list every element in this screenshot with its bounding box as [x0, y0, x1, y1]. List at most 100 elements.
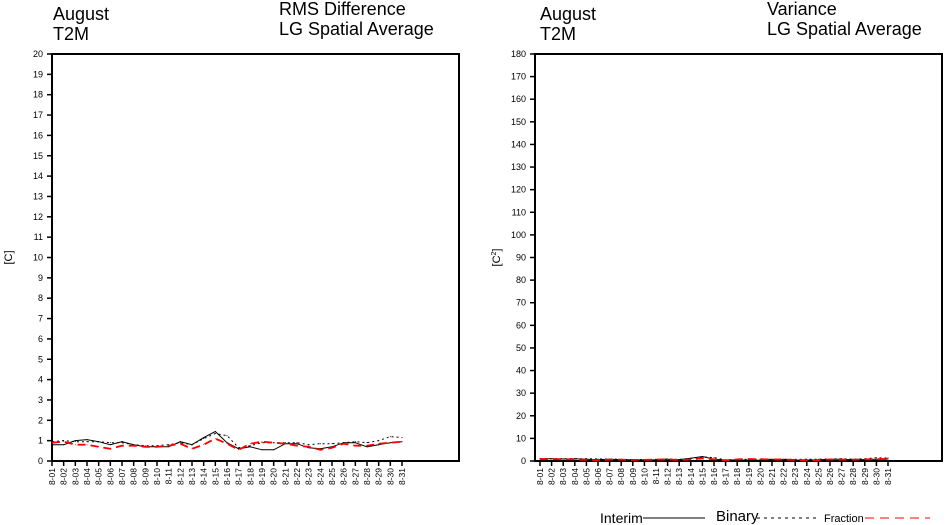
data-point-fraction — [701, 457, 703, 459]
x-tick-label: 8-17 — [721, 468, 731, 485]
data-point-interim — [249, 446, 251, 448]
y-tick-label: 150 — [511, 117, 526, 127]
data-point-fraction — [366, 445, 368, 447]
data-point-fraction — [667, 458, 669, 460]
x-tick-label: 8-10 — [152, 468, 162, 485]
title-left-line: August — [540, 4, 596, 24]
x-tick-label: 8-16 — [709, 468, 719, 485]
data-point-fraction — [98, 446, 100, 448]
x-tick-label: 8-30 — [871, 468, 881, 485]
data-point-fraction — [179, 443, 181, 445]
data-point-fraction — [203, 444, 205, 446]
data-point-interim — [51, 444, 53, 446]
data-point-binary — [238, 447, 240, 449]
x-tick-label: 8-02 — [547, 468, 557, 485]
data-point-binary — [887, 457, 889, 459]
data-point-fraction — [817, 459, 819, 461]
data-point-fraction — [736, 458, 738, 460]
data-point-binary — [179, 442, 181, 444]
x-tick-label: 8-06 — [593, 468, 603, 485]
legend-interim-label: Interim — [600, 510, 643, 525]
x-tick-label: 8-22 — [292, 468, 302, 485]
data-point-binary — [366, 442, 368, 444]
data-point-binary — [713, 457, 715, 459]
y-tick-label: 15 — [33, 151, 43, 161]
x-tick-label: 8-17 — [234, 468, 244, 485]
data-point-fraction — [214, 438, 216, 440]
data-point-interim — [86, 439, 88, 441]
x-tick-label: 8-23 — [790, 468, 800, 485]
data-point-fraction — [597, 459, 599, 461]
plot-frame — [534, 53, 943, 462]
data-point-interim — [238, 448, 240, 450]
data-point-interim — [214, 430, 216, 432]
data-point-fraction — [690, 458, 692, 460]
data-point-fraction — [771, 458, 773, 460]
data-point-binary — [389, 436, 391, 438]
y-tick-label: 19 — [33, 69, 43, 79]
data-point-binary — [226, 435, 228, 437]
x-tick-label: 8-07 — [605, 468, 615, 485]
x-tick-label: 8-01 — [47, 468, 57, 485]
x-tick-label: 8-03 — [70, 468, 80, 485]
x-tick-label: 8-11 — [164, 468, 174, 485]
data-point-binary — [331, 443, 333, 445]
title-right-line: RMS Difference — [279, 0, 406, 19]
data-point-interim — [203, 437, 205, 439]
x-tick-label: 8-12 — [175, 468, 185, 485]
data-point-binary — [701, 456, 703, 458]
y-tick-label: 14 — [33, 171, 43, 181]
x-tick-label: 8-09 — [628, 468, 638, 485]
data-point-interim — [226, 442, 228, 444]
title-left-line: T2M — [540, 24, 576, 44]
y-tick-label: 9 — [38, 273, 43, 283]
data-point-fraction — [829, 458, 831, 460]
x-tick-label: 8-23 — [304, 468, 314, 485]
data-point-binary — [63, 440, 65, 442]
x-tick-label: 8-01 — [535, 468, 545, 485]
x-tick-label: 8-29 — [860, 468, 870, 485]
data-point-fraction — [725, 459, 727, 461]
x-tick-label: 8-24 — [802, 468, 812, 485]
x-tick-label: 8-05 — [94, 468, 104, 485]
data-point-fraction — [378, 443, 380, 445]
x-tick-label: 8-08 — [129, 468, 139, 485]
data-point-fraction — [144, 446, 146, 448]
x-tick-label: 8-25 — [813, 468, 823, 485]
y-tick-label: 110 — [512, 207, 526, 217]
x-tick-label: 8-30 — [385, 468, 395, 485]
data-point-interim — [109, 444, 111, 446]
x-tick-label: 8-18 — [732, 468, 742, 485]
x-tick-label: 8-03 — [558, 468, 568, 485]
y-tick-label: 120 — [511, 185, 526, 195]
data-point-interim — [179, 441, 181, 443]
x-tick-label: 8-09 — [140, 468, 150, 485]
data-point-fraction — [51, 442, 53, 444]
y-axis-label: [C] — [3, 250, 15, 264]
data-point-binary — [191, 444, 193, 446]
y-tick-label: 13 — [33, 191, 43, 201]
data-point-fraction — [249, 443, 251, 445]
data-point-fraction — [284, 443, 286, 445]
data-point-fraction — [63, 441, 65, 443]
data-point-binary — [354, 441, 356, 443]
y-tick-label: 130 — [511, 162, 526, 172]
data-point-interim — [121, 441, 123, 443]
x-tick-label: 8-31 — [397, 468, 407, 485]
data-point-interim — [759, 459, 761, 461]
x-tick-label: 8-29 — [374, 468, 384, 485]
data-point-fraction — [226, 443, 228, 445]
y-tick-label: 170 — [511, 72, 526, 82]
data-point-binary — [875, 457, 877, 459]
legend: Interim Binary Fraction — [600, 508, 930, 525]
data-point-fraction — [864, 458, 866, 460]
y-tick-label: 16 — [33, 130, 43, 140]
x-tick-label: 8-25 — [327, 468, 337, 485]
y-tick-label: 3 — [38, 395, 43, 405]
data-point-binary — [401, 437, 403, 439]
x-tick-label: 8-18 — [245, 468, 255, 485]
y-tick-label: 6 — [38, 334, 43, 344]
